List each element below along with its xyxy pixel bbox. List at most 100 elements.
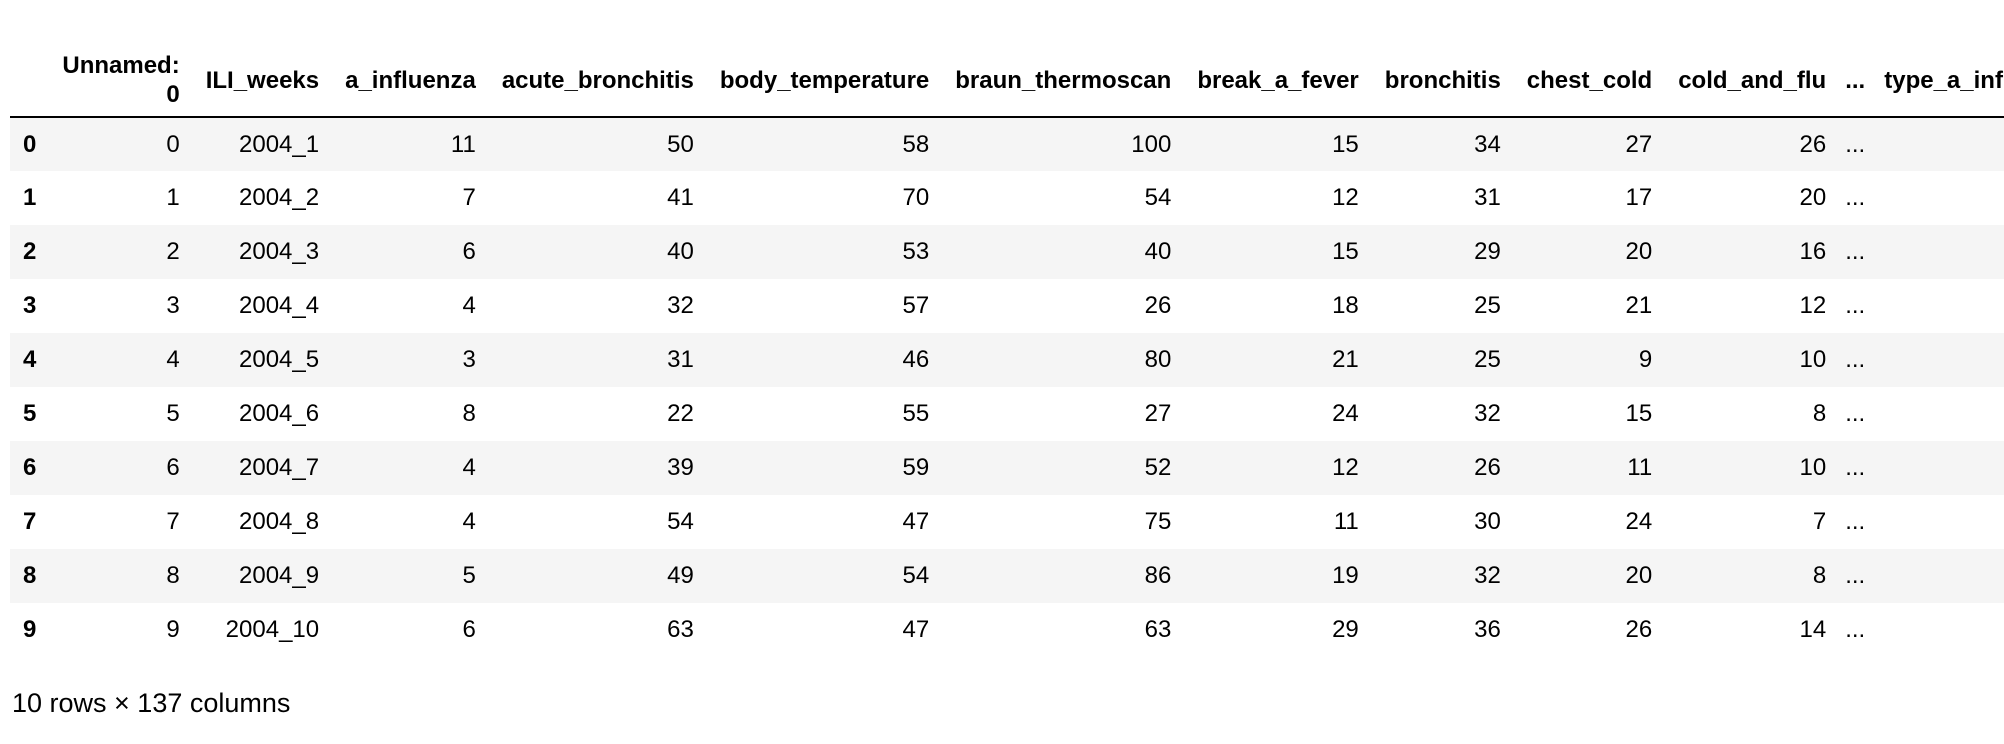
- table-cell: 7: [1812, 508, 1827, 535]
- table-cell: 9: [166, 616, 180, 643]
- table-cell: 54: [1144, 184, 1172, 211]
- table-cell: 86: [1144, 562, 1172, 589]
- row-index: 8: [23, 562, 37, 589]
- table-cell: 3: [462, 346, 476, 373]
- table-cell: 26: [1474, 454, 1501, 481]
- table-cell: 2004_7: [239, 454, 320, 481]
- table-cell: [1871, 225, 2004, 279]
- table-row: 5 5 2004_6 8 22 55 27 24 32 15 8...: [10, 387, 2004, 441]
- table-cell: [1871, 171, 2004, 225]
- table-cell: 32: [1474, 400, 1501, 427]
- table-cell: 25: [1474, 292, 1501, 319]
- table-cell: [1871, 333, 2004, 387]
- table-cell: 7: [462, 184, 476, 211]
- dataframe-table: Unnamed: 0 ILI_weeks a_influenza acute_bronc…: [10, 44, 2004, 657]
- ellipsis-cell: ...: [1845, 292, 1866, 319]
- table-cell: 34: [1474, 130, 1501, 158]
- table-cell: 26: [1799, 130, 1827, 158]
- table-cell: 52: [1144, 454, 1172, 481]
- row-index: 5: [23, 400, 37, 427]
- table-cell: 63: [667, 616, 694, 643]
- table-cell: 54: [667, 508, 694, 535]
- table-cell: 9: [1638, 346, 1653, 373]
- table-cell: 11: [450, 130, 476, 158]
- table-cell: [1871, 495, 2004, 549]
- table-cell: 24: [1332, 400, 1359, 427]
- row-index: 4: [23, 346, 37, 373]
- table-row: 4 4 2004_5 3 31 46 80 21 25 9 10...: [10, 333, 2004, 387]
- table-cell: 12: [1332, 454, 1359, 481]
- ellipsis-cell: ...: [1845, 508, 1866, 535]
- column-header: braun_thermoscan: [942, 44, 1185, 118]
- ellipsis-cell: ...: [1845, 454, 1866, 481]
- table-cell: 50: [667, 130, 694, 158]
- column-header: type_a_influenza: [1871, 44, 2004, 118]
- table-cell: 20: [1625, 562, 1653, 589]
- table-cell: 20: [1799, 184, 1827, 211]
- table-cell: 2004_3: [239, 238, 320, 265]
- row-index: 0: [23, 130, 37, 158]
- table-cell: 8: [1812, 400, 1827, 427]
- table-cell: 29: [1474, 238, 1501, 265]
- ellipsis-cell: ...: [1845, 184, 1866, 211]
- table-cell: 2004_5: [239, 346, 320, 373]
- table-cell: 32: [1474, 562, 1501, 589]
- ellipsis-cell: ...: [1845, 346, 1866, 373]
- table-cell: 6: [462, 616, 476, 643]
- table-cell: 100: [1131, 130, 1172, 158]
- row-index: 6: [23, 454, 37, 481]
- table-cell: 75: [1144, 508, 1172, 535]
- table-cell: 46: [902, 346, 930, 373]
- table-cell: 47: [902, 508, 930, 535]
- table-cell: 24: [1625, 508, 1653, 535]
- table-cell: 19: [1332, 562, 1359, 589]
- table-cell: 4: [462, 508, 476, 535]
- row-index: 2: [23, 238, 37, 265]
- column-header: body_temperature: [706, 44, 943, 118]
- table-cell: 58: [902, 130, 930, 158]
- column-header: Unnamed: 0: [49, 44, 193, 118]
- table-cell: 2004_8: [239, 508, 320, 535]
- table-cell: 6: [166, 454, 180, 481]
- row-index: 9: [23, 616, 37, 643]
- ellipsis-cell: ...: [1845, 616, 1866, 643]
- column-header: ILI_weeks: [192, 44, 333, 118]
- table-cell: 25: [1474, 346, 1501, 373]
- table-cell: 40: [1144, 238, 1172, 265]
- table-cell: 8: [462, 400, 476, 427]
- row-index: 1: [23, 184, 37, 211]
- ellipsis-cell: ...: [1845, 238, 1866, 265]
- table-cell: [1871, 117, 2004, 171]
- table-cell: 22: [667, 400, 694, 427]
- ellipsis-cell: ...: [1845, 562, 1866, 589]
- table-row: 9 9 2004_10 6 63 47 63 29 36 26 14...: [10, 603, 2004, 657]
- table-cell: 11: [1333, 508, 1359, 535]
- table-cell: 2: [166, 238, 180, 265]
- table-cell: 3: [166, 292, 180, 319]
- table-cell: 5: [462, 562, 476, 589]
- column-header: chest_cold: [1513, 44, 1666, 118]
- column-header: bronchitis: [1371, 44, 1514, 118]
- table-header: Unnamed: 0 ILI_weeks a_influenza acute_bronc…: [10, 44, 2004, 118]
- table-cell: 15: [1625, 400, 1653, 427]
- table-cell: 55: [902, 400, 930, 427]
- table-cell: 4: [166, 346, 180, 373]
- table-cell: 47: [902, 616, 930, 643]
- table-cell: 70: [902, 184, 930, 211]
- table-cell: 8: [166, 562, 180, 589]
- table-cell: 14: [1799, 616, 1827, 643]
- table-cell: 6: [462, 238, 476, 265]
- table-cell: 7: [166, 508, 180, 535]
- table-cell: 27: [1625, 130, 1653, 158]
- table-cell: 2004_2: [239, 184, 320, 211]
- table-cell: 4: [462, 454, 476, 481]
- column-header: cold_and_flu: [1665, 44, 1840, 118]
- table-cell: 16: [1799, 238, 1827, 265]
- table-body: 0 0 2004_1 11 50 58 100 15 34 27 26... 1 1 2004_2 7 41 7…: [10, 117, 2004, 657]
- ellipsis-cell: ...: [1845, 400, 1866, 427]
- column-header: break_a_fever: [1184, 44, 1372, 118]
- table-row: 6 6 2004_7 4 39 59 52 12 26 11 10...: [10, 441, 2004, 495]
- header-row: Unnamed: 0 ILI_weeks a_influenza acute_bronc…: [10, 44, 2004, 118]
- table-cell: 80: [1144, 346, 1172, 373]
